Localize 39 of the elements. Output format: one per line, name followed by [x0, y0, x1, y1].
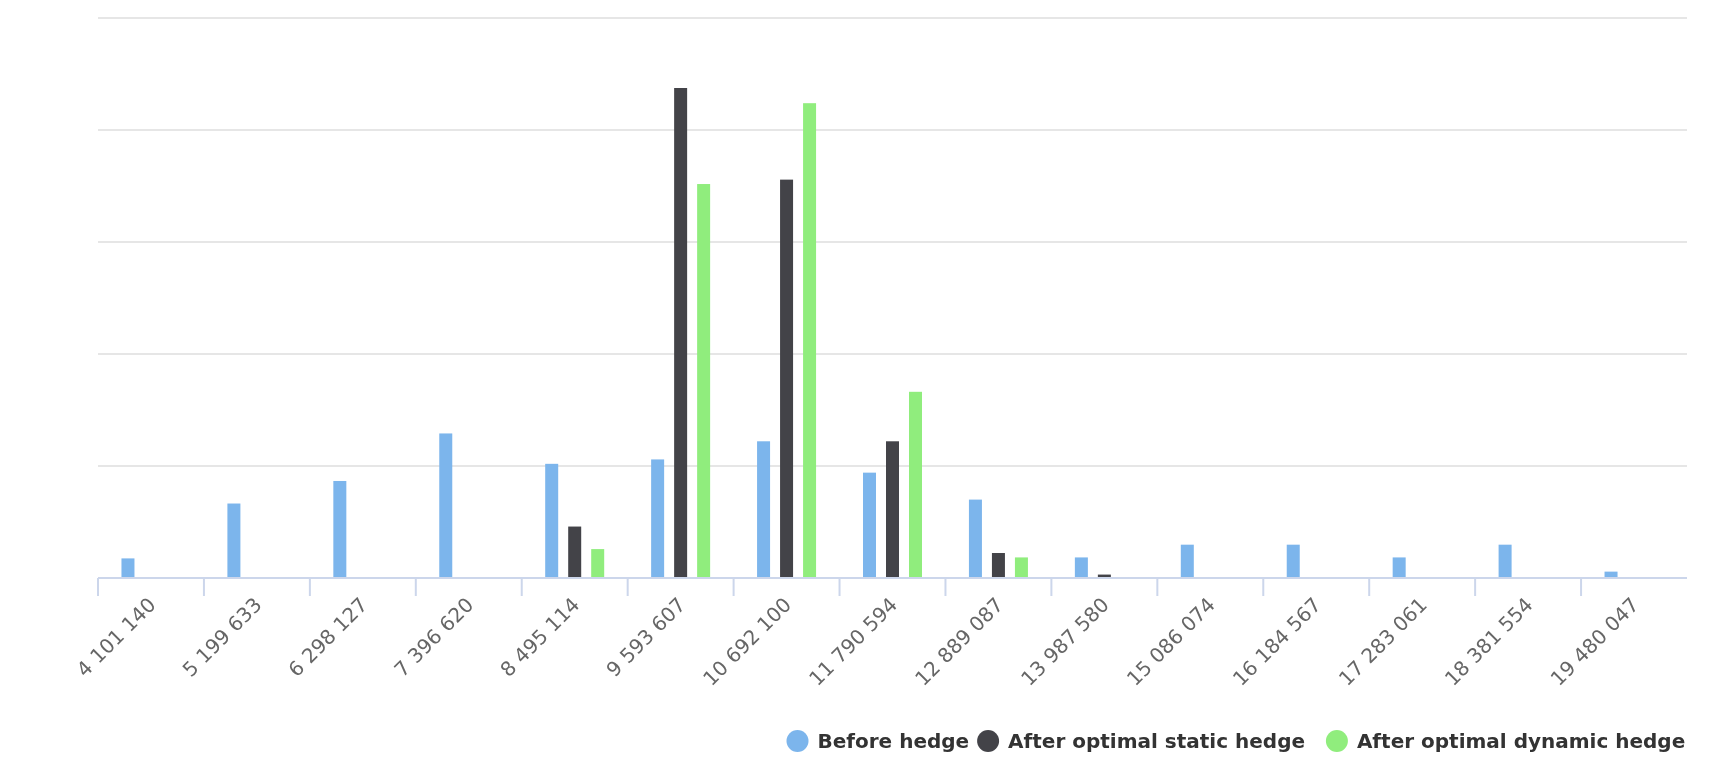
- x-tick-label: 8 495 114: [495, 592, 585, 682]
- bar: [968, 499, 982, 578]
- bar: [439, 433, 453, 578]
- bar: [1014, 557, 1028, 578]
- bar: [780, 179, 794, 578]
- bar: [1392, 557, 1406, 578]
- bar: [803, 103, 817, 578]
- x-tick-label: 4 101 140: [71, 592, 161, 682]
- bar: [591, 549, 605, 578]
- bar: [1074, 557, 1088, 578]
- bar: [121, 558, 135, 578]
- x-tick-label: 18 381 554: [1439, 592, 1538, 691]
- bar: [1180, 544, 1194, 578]
- bar: [568, 526, 582, 578]
- bar: [1286, 544, 1300, 578]
- bar: [909, 391, 922, 578]
- bar: [227, 503, 241, 578]
- x-tick-label: 7 396 620: [389, 592, 479, 682]
- x-tick-label: 5 199 633: [177, 592, 267, 682]
- bar: [697, 184, 711, 578]
- x-tick-label: 12 889 087: [910, 592, 1008, 691]
- bar: [991, 553, 1005, 578]
- x-tick-label: 9 593 607: [601, 592, 691, 682]
- legend-label: Before hedge: [817, 729, 970, 753]
- x-tick-label: 15 086 074: [1121, 592, 1220, 691]
- bar: [651, 459, 665, 578]
- bar: [545, 463, 559, 578]
- bar: [1498, 544, 1512, 578]
- bar: [674, 88, 688, 578]
- bar: [757, 441, 771, 578]
- x-tick-label: 17 283 061: [1333, 592, 1432, 691]
- x-tick-label: 10 692 100: [698, 592, 797, 691]
- bar: [333, 480, 347, 578]
- x-tick-label: 11 790 594: [804, 592, 903, 691]
- legend-label: After optimal static hedge: [1008, 729, 1306, 753]
- bar: [863, 472, 876, 578]
- x-tick-label: 19 480 047: [1545, 592, 1644, 691]
- bar: [886, 441, 899, 578]
- legend-label: After optimal dynamic hedge: [1356, 729, 1686, 753]
